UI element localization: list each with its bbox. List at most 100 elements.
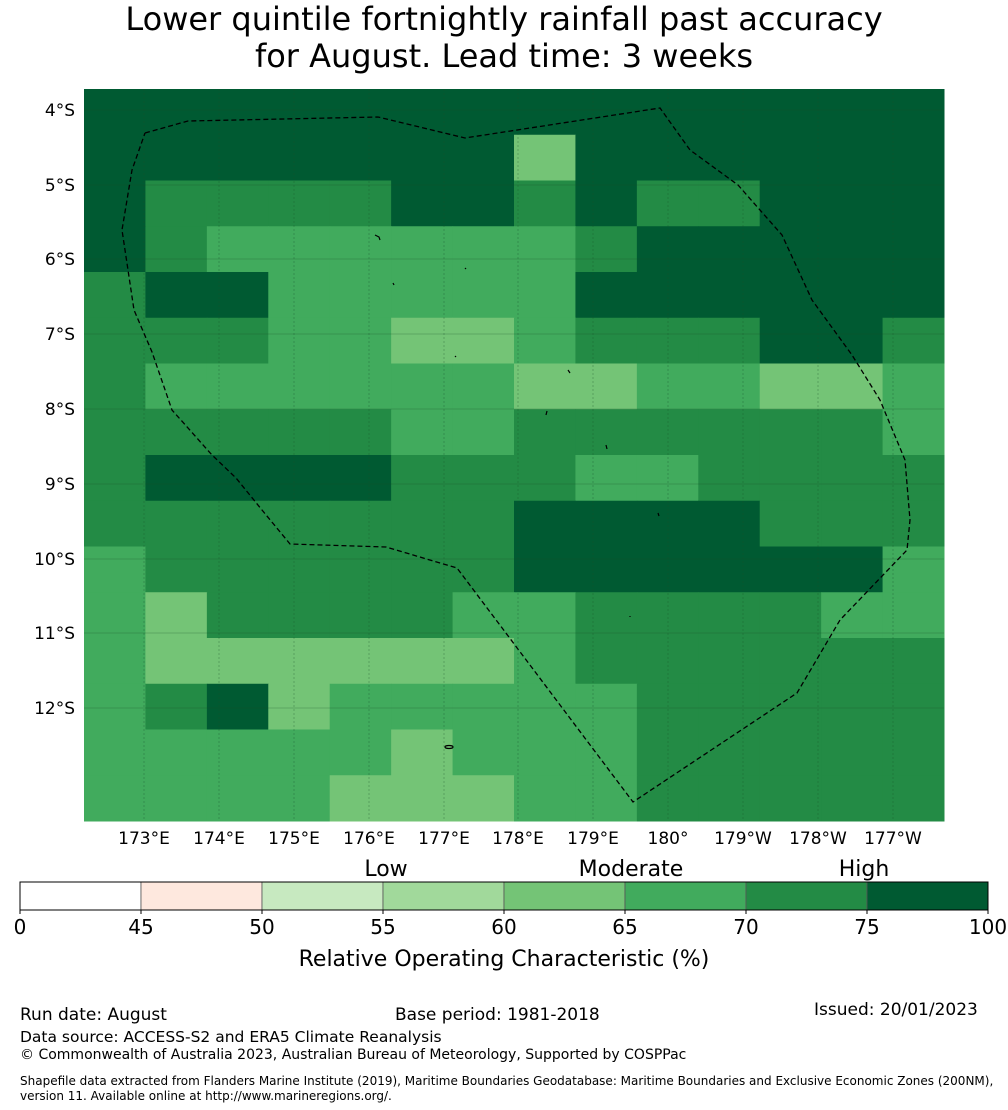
island bbox=[374, 234, 381, 241]
map-cell bbox=[268, 272, 331, 319]
colorbar-segment bbox=[624, 881, 747, 911]
map-cell bbox=[145, 592, 208, 639]
map-cell bbox=[452, 500, 515, 547]
map-cell bbox=[206, 226, 269, 273]
island bbox=[657, 512, 660, 517]
map-cell bbox=[698, 546, 761, 593]
map-cell bbox=[84, 226, 146, 273]
map-cell bbox=[514, 226, 576, 273]
map-cell bbox=[145, 363, 208, 410]
shapefile-credit-line1: Shapefile data extracted from Flanders M… bbox=[20, 1074, 994, 1088]
island bbox=[545, 410, 548, 416]
map-cell bbox=[821, 180, 884, 227]
map-cell bbox=[329, 455, 392, 502]
map-cell bbox=[268, 638, 331, 685]
latitude-label: 4°S bbox=[45, 101, 75, 121]
map-cell bbox=[759, 89, 822, 136]
map-cell bbox=[391, 546, 454, 593]
map-cell bbox=[145, 409, 208, 456]
map-cell bbox=[206, 89, 269, 136]
map-cell bbox=[759, 592, 822, 639]
longitude-label: 175°E bbox=[268, 829, 320, 849]
map-cell bbox=[84, 729, 146, 776]
colorbar-segment bbox=[19, 881, 142, 911]
map-cell bbox=[391, 592, 454, 639]
map-cell bbox=[329, 729, 392, 776]
map-cell bbox=[452, 409, 515, 456]
latitude-label: 8°S bbox=[45, 400, 75, 420]
map-cell bbox=[821, 592, 884, 639]
map-cell bbox=[882, 546, 945, 593]
map-cell bbox=[145, 89, 208, 136]
map-cell bbox=[759, 729, 822, 776]
longitude-label: 177°W bbox=[864, 829, 922, 849]
map-cell bbox=[514, 775, 576, 822]
map-cell bbox=[698, 500, 761, 547]
island bbox=[454, 355, 457, 358]
shapefile-credit-line2: version 11. Available online at http://w… bbox=[20, 1089, 392, 1103]
map-cell bbox=[698, 134, 761, 181]
longitude-label: 178°E bbox=[492, 829, 544, 849]
map-cell bbox=[759, 775, 822, 822]
map-cell bbox=[268, 89, 331, 136]
map-cell bbox=[636, 409, 699, 456]
map-cell bbox=[514, 134, 576, 181]
latitude-label: 7°S bbox=[45, 325, 75, 345]
map-cell bbox=[698, 89, 761, 136]
map-cell bbox=[759, 500, 822, 547]
map-cell bbox=[329, 89, 392, 136]
map-cell bbox=[882, 592, 945, 639]
map-cell bbox=[84, 592, 146, 639]
map-cell bbox=[391, 180, 454, 227]
map-cell bbox=[821, 500, 884, 547]
map-cell bbox=[759, 226, 822, 273]
map-cell bbox=[514, 409, 576, 456]
map-cell bbox=[268, 409, 331, 456]
longitude-label: 179°W bbox=[714, 829, 772, 849]
latitude-label: 6°S bbox=[45, 250, 75, 270]
run-date: Run date: August bbox=[20, 1005, 167, 1025]
map-cell bbox=[759, 638, 822, 685]
longitude-label: 180° bbox=[648, 829, 689, 849]
map-cell bbox=[821, 317, 884, 364]
map-cell bbox=[514, 180, 576, 227]
map-cell bbox=[882, 89, 945, 136]
map-cell bbox=[145, 180, 208, 227]
island bbox=[444, 744, 454, 750]
map-cell bbox=[268, 363, 331, 410]
colorbar-tick-label: 55 bbox=[370, 915, 395, 939]
map-cell bbox=[575, 89, 638, 136]
map-cell bbox=[268, 317, 331, 364]
map-cell bbox=[268, 134, 331, 181]
map-cell bbox=[145, 638, 208, 685]
map-cell bbox=[391, 729, 454, 776]
map-cell bbox=[145, 546, 208, 593]
colorbar-tick-label: 60 bbox=[491, 915, 516, 939]
map-cell bbox=[391, 775, 454, 822]
map-cell bbox=[882, 409, 945, 456]
map-cell bbox=[698, 775, 761, 822]
map-cell bbox=[759, 134, 822, 181]
map-cell bbox=[452, 363, 515, 410]
map-cell bbox=[514, 546, 576, 593]
map-cell bbox=[391, 409, 454, 456]
colorbar-segment bbox=[382, 881, 505, 911]
issued-date: Issued: 20/01/2023 bbox=[814, 1000, 978, 1020]
map-cell bbox=[84, 455, 146, 502]
map-cell bbox=[821, 455, 884, 502]
map-cell bbox=[206, 134, 269, 181]
map-cell bbox=[206, 546, 269, 593]
map-cell bbox=[882, 775, 945, 822]
map-cell bbox=[759, 317, 822, 364]
colorbar: 0 45 50 55 60 65 70 75 100 Low Moderate High Relativ… bbox=[14, 857, 1007, 972]
map-cell bbox=[575, 272, 638, 319]
map-cell bbox=[268, 226, 331, 273]
map-cell bbox=[145, 272, 208, 319]
map-cell bbox=[882, 180, 945, 227]
map-cell bbox=[698, 226, 761, 273]
map-cell bbox=[145, 134, 208, 181]
map-cell bbox=[882, 500, 945, 547]
map-cell bbox=[145, 500, 208, 547]
map-cell bbox=[882, 134, 945, 181]
map-cell bbox=[452, 134, 515, 181]
